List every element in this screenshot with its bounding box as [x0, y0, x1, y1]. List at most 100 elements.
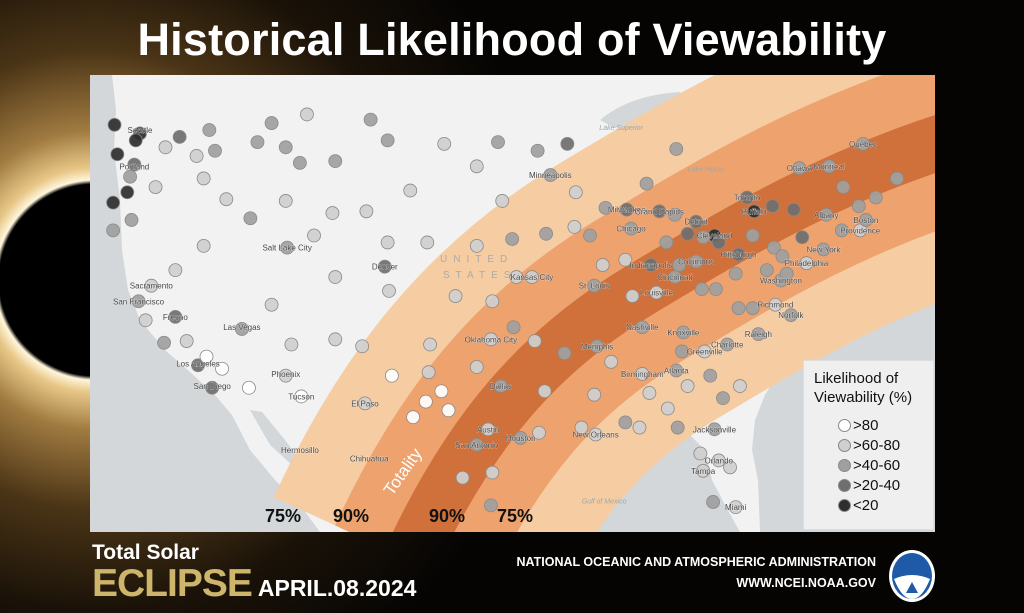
station-dot — [868, 190, 883, 205]
station-dot — [672, 258, 687, 272]
station-dot — [574, 420, 589, 435]
station-dot — [179, 334, 194, 348]
station-dot — [706, 495, 720, 509]
legend-item: <20 — [838, 495, 933, 515]
station-dot — [421, 365, 436, 380]
city-label: Montreal — [814, 162, 845, 171]
station-dot — [264, 116, 279, 130]
station-dot — [731, 301, 746, 316]
legend-label: >80 — [853, 416, 879, 434]
legend-label: <20 — [853, 496, 879, 514]
city-label: New Orleans — [573, 430, 619, 439]
city-label: Washington — [760, 277, 802, 286]
station-dot — [784, 308, 798, 323]
station-dot — [696, 463, 711, 478]
station-dot — [568, 185, 583, 200]
station-dot — [382, 283, 396, 298]
city-label: Salt Lake City — [262, 244, 311, 253]
station-dot — [590, 339, 604, 354]
station-dot — [768, 297, 783, 312]
station-dot — [543, 168, 558, 182]
city-label: San Antonio — [455, 441, 499, 450]
station-dot — [380, 133, 395, 148]
city-label: Nashville — [626, 323, 659, 332]
legend-label: >20-40 — [853, 476, 901, 494]
city-label: Philadelphia — [785, 259, 829, 268]
station-dot — [587, 278, 602, 293]
station-dot — [307, 228, 321, 243]
agency-name: NATIONAL OCEANIC AND ATMOSPHERIC ADMINIS… — [516, 555, 876, 569]
city-label: Ottawa — [787, 164, 813, 173]
station-dot — [157, 335, 171, 350]
station-dot — [441, 403, 456, 418]
city-label: Seattle — [128, 126, 153, 135]
station-dots — [106, 107, 904, 515]
city-label: Kansas City — [511, 273, 554, 282]
station-dot — [765, 199, 780, 214]
station-dot — [795, 230, 810, 245]
water-label: Lake Superior — [599, 125, 643, 132]
station-dot — [856, 136, 870, 151]
city-label: Albany — [814, 211, 838, 220]
station-dot — [667, 270, 682, 284]
station-dot — [728, 266, 743, 281]
station-dot — [123, 169, 137, 184]
city-label: Memphis — [581, 342, 613, 351]
station-dot — [728, 500, 743, 515]
station-dot — [127, 157, 142, 172]
station-dot — [144, 278, 159, 293]
station-dot — [202, 123, 217, 137]
station-dot — [751, 327, 766, 342]
station-dot — [420, 235, 435, 250]
station-dot — [215, 361, 229, 376]
station-dot — [792, 161, 807, 175]
city-label: Birmingham — [621, 370, 664, 379]
eclipse-date: APRIL.08.2024 — [257, 575, 417, 601]
city-label: Pittsburgh — [721, 251, 757, 260]
station-dot — [707, 422, 722, 437]
city-label: Richmond — [757, 301, 793, 310]
station-dot — [325, 206, 340, 220]
city-label: Tucson — [288, 392, 314, 401]
station-dot — [242, 380, 256, 395]
station-dot — [675, 344, 689, 359]
station-dot — [723, 460, 737, 475]
legend-swatch-circle — [838, 418, 851, 432]
station-dot — [527, 334, 542, 348]
city-label: Portland — [119, 162, 149, 171]
city-label: Minneapolis — [529, 171, 572, 180]
station-dot — [676, 325, 691, 340]
station-dot — [659, 235, 674, 250]
website-link[interactable]: WWW.NCEI.NOAA.GOV — [736, 576, 876, 590]
legend-label: >60-80 — [853, 436, 901, 454]
station-dot — [604, 354, 619, 369]
station-dot — [168, 263, 183, 278]
station-dot — [567, 219, 582, 234]
station-dot — [711, 235, 726, 250]
station-dot — [219, 192, 234, 207]
station-dot — [148, 180, 163, 194]
city-label: Columbus — [678, 257, 714, 266]
station-dot — [680, 379, 695, 393]
station-dot — [493, 379, 508, 393]
station-dot — [106, 223, 121, 238]
legend-item: >20-40 — [838, 475, 933, 495]
station-dot — [619, 202, 634, 217]
station-dot — [131, 294, 146, 309]
station-dot — [598, 200, 613, 215]
city-label: Norfolk — [778, 311, 804, 320]
station-dot — [694, 282, 709, 297]
station-dot — [652, 204, 667, 219]
station-dot — [851, 199, 866, 214]
city-label: Louisville — [640, 289, 673, 298]
band-totality — [392, 115, 935, 532]
station-dot — [667, 207, 682, 222]
pacific-ocean — [90, 75, 320, 532]
noaa-logo — [889, 550, 935, 602]
city-label: Grand Rapids — [635, 207, 684, 216]
city-label: Orlando — [705, 456, 734, 465]
band-label-75-right: 75% — [497, 506, 534, 526]
legend-swatch-circle — [838, 498, 851, 512]
station-dot — [834, 223, 849, 238]
city-label: San Francisco — [113, 297, 165, 306]
